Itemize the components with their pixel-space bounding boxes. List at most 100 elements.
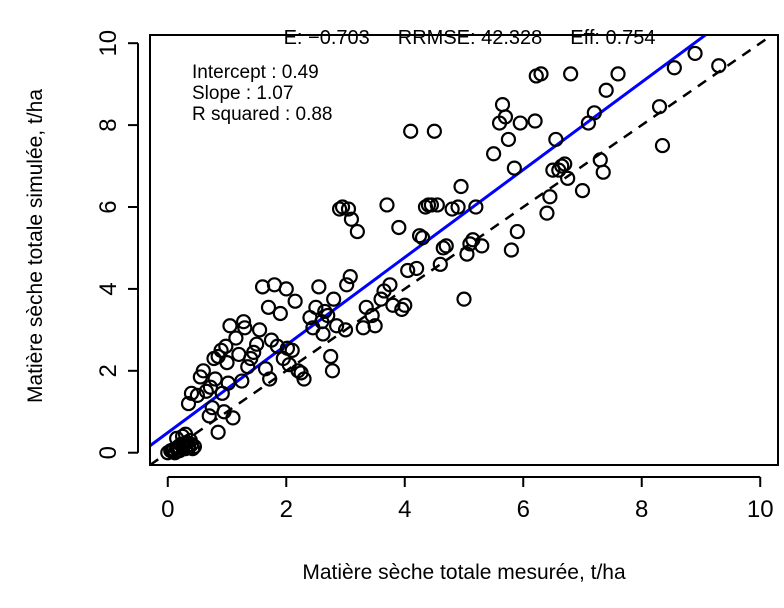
- x-axis-label: Matière sèche totale mesurée, t/ha: [302, 561, 626, 584]
- data-point: [468, 199, 484, 215]
- data-point: [533, 66, 549, 82]
- data-point: [262, 371, 278, 387]
- plot-frame: [149, 34, 779, 466]
- data-point: [595, 164, 611, 180]
- data-point: [542, 189, 558, 205]
- stats-header: E: −0.703 RRMSE: 42.328 Eff: 0.754: [150, 4, 778, 49]
- data-point: [497, 109, 514, 125]
- data-point: [367, 318, 383, 334]
- data-point: [218, 338, 234, 354]
- data-point: [185, 441, 201, 457]
- data-point: [527, 113, 543, 129]
- data-point: [228, 330, 244, 346]
- data-point: [269, 338, 285, 354]
- data-point: [450, 199, 466, 215]
- data-point: [343, 211, 360, 227]
- data-point: [349, 223, 365, 240]
- data-point: [456, 291, 472, 307]
- data-point: [331, 201, 348, 217]
- data-point: [414, 230, 431, 246]
- data-point: [222, 318, 238, 334]
- x-tick-label: 8: [635, 496, 648, 523]
- data-point: [207, 371, 223, 387]
- data-point: [246, 344, 262, 360]
- data-point: [278, 281, 294, 297]
- stat-e: E: −0.703: [283, 27, 370, 49]
- x-tick-label: 2: [280, 496, 293, 523]
- data-point: [391, 219, 407, 236]
- data-point: [373, 291, 389, 307]
- data-point: [382, 277, 398, 293]
- data-point: [598, 82, 614, 98]
- data-point: [340, 201, 357, 217]
- data-point: [506, 160, 522, 176]
- data-point: [411, 228, 428, 244]
- x-tick-label: 0: [161, 496, 174, 523]
- data-point: [339, 277, 355, 293]
- data-point: [260, 299, 277, 315]
- y-tick-label: 2: [95, 364, 122, 377]
- data-point: [563, 66, 579, 82]
- data-point: [557, 156, 573, 172]
- data-point: [240, 359, 256, 375]
- data-point: [323, 348, 339, 365]
- data-point: [494, 97, 511, 113]
- data-point: [711, 58, 727, 74]
- data-point: [574, 183, 591, 199]
- data-point: [311, 279, 327, 295]
- data-point: [397, 297, 413, 313]
- data-point: [326, 291, 342, 307]
- data-point: [237, 320, 253, 336]
- data-point: [438, 238, 454, 254]
- data-point: [554, 158, 570, 174]
- data-point: [503, 242, 519, 258]
- data-point: [308, 299, 324, 315]
- data-point: [687, 45, 703, 62]
- data-point: [342, 269, 358, 285]
- y-tick-label: 6: [95, 200, 122, 213]
- data-point: [219, 355, 235, 371]
- data-point: [474, 238, 490, 254]
- data-point: [364, 307, 380, 324]
- data-point: [429, 197, 445, 213]
- data-point: [252, 322, 268, 338]
- data-point: [654, 137, 671, 154]
- data-point: [315, 326, 331, 342]
- data-point: [586, 105, 602, 121]
- data-point: [296, 371, 312, 387]
- data-point: [177, 426, 194, 442]
- x-tick-label: 10: [747, 496, 774, 523]
- y-axis-label: Matière sèche totale simulée, t/ha: [24, 89, 47, 403]
- data-point: [486, 146, 502, 162]
- data-point: [426, 123, 442, 139]
- data-point: [236, 314, 252, 330]
- data-point: [174, 428, 191, 444]
- data-point: [337, 322, 354, 338]
- data-point: [284, 342, 300, 358]
- data-point: [651, 99, 668, 115]
- data-point: [403, 123, 419, 139]
- data-point: [195, 363, 211, 379]
- data-point: [500, 131, 517, 148]
- y-tick-label: 10: [95, 30, 122, 57]
- y-tick-label: 4: [95, 282, 122, 295]
- stat-eff: Eff: 0.754: [570, 27, 656, 49]
- data-point: [329, 318, 345, 334]
- x-tick-label: 4: [398, 496, 411, 523]
- data-point: [225, 410, 241, 426]
- data-point: [423, 197, 440, 213]
- data-point: [409, 260, 425, 277]
- data-point: [213, 342, 229, 358]
- data-point: [592, 152, 608, 168]
- regression-summary: Intercept : 0.49 Slope : 1.07 R squared …: [192, 62, 332, 125]
- data-point: [379, 197, 395, 213]
- data-point: [459, 246, 475, 262]
- data-point: [385, 297, 401, 313]
- y-tick-label: 8: [95, 118, 122, 131]
- data-point: [202, 379, 219, 395]
- slope-text: Slope : 1.07: [192, 83, 294, 104]
- data-point: [180, 395, 197, 412]
- data-point: [287, 293, 303, 309]
- data-point: [198, 383, 214, 399]
- data-point: [201, 408, 217, 424]
